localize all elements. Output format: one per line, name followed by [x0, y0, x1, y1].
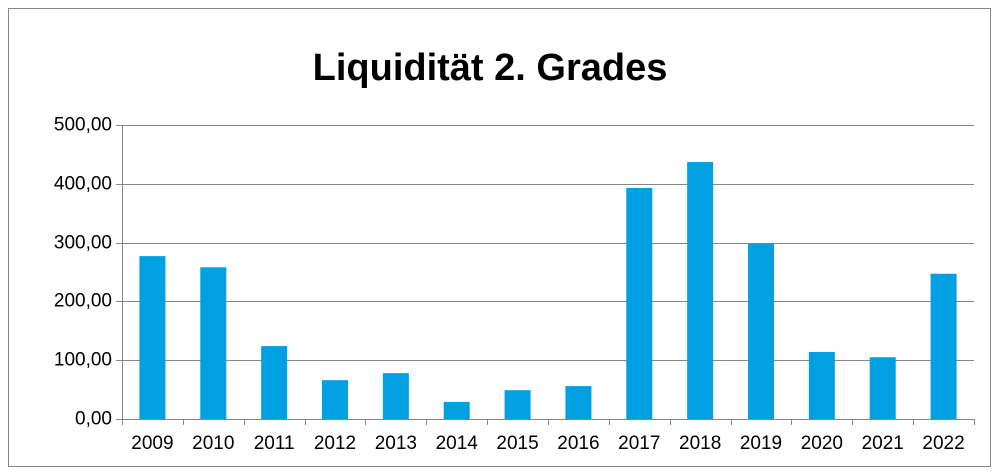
bar [322, 380, 348, 419]
x-tick-label: 2011 [254, 433, 295, 454]
bar [748, 243, 774, 419]
bar [139, 256, 166, 419]
x-tick-label: 2010 [192, 433, 234, 454]
bar [869, 357, 896, 419]
bar [565, 386, 592, 419]
x-tick-label: 2009 [131, 433, 173, 454]
x-tick-label: 2012 [314, 433, 356, 454]
y-tick-label: 500,00 [54, 115, 112, 136]
x-tick-label: 2014 [436, 433, 479, 454]
y-tick-label: 100,00 [54, 350, 112, 371]
y-tick-label: 0,00 [75, 409, 112, 430]
x-tick-label: 2015 [496, 433, 538, 454]
bar [200, 267, 227, 419]
x-tick-label: 2019 [740, 433, 782, 454]
bar [382, 373, 409, 419]
chart-title: Liquidität 2. Grades [313, 47, 668, 89]
x-tick-label: 2021 [862, 433, 904, 454]
bar [808, 351, 835, 419]
x-tick-label: 2013 [375, 433, 417, 454]
y-tick-label: 200,00 [54, 291, 112, 312]
x-tick-label: 2018 [679, 433, 721, 454]
x-tick-label: 2017 [618, 433, 660, 454]
bar [930, 273, 957, 419]
bar [504, 390, 531, 419]
bar [443, 401, 470, 419]
x-tick-label: 2020 [801, 433, 843, 454]
bar [626, 187, 653, 419]
bar [687, 162, 714, 419]
x-tick-label: 2022 [922, 433, 964, 454]
y-tick-label: 300,00 [54, 233, 112, 254]
y-tick-label: 400,00 [54, 174, 112, 195]
bar [261, 346, 288, 419]
x-tick-label: 2016 [557, 433, 599, 454]
